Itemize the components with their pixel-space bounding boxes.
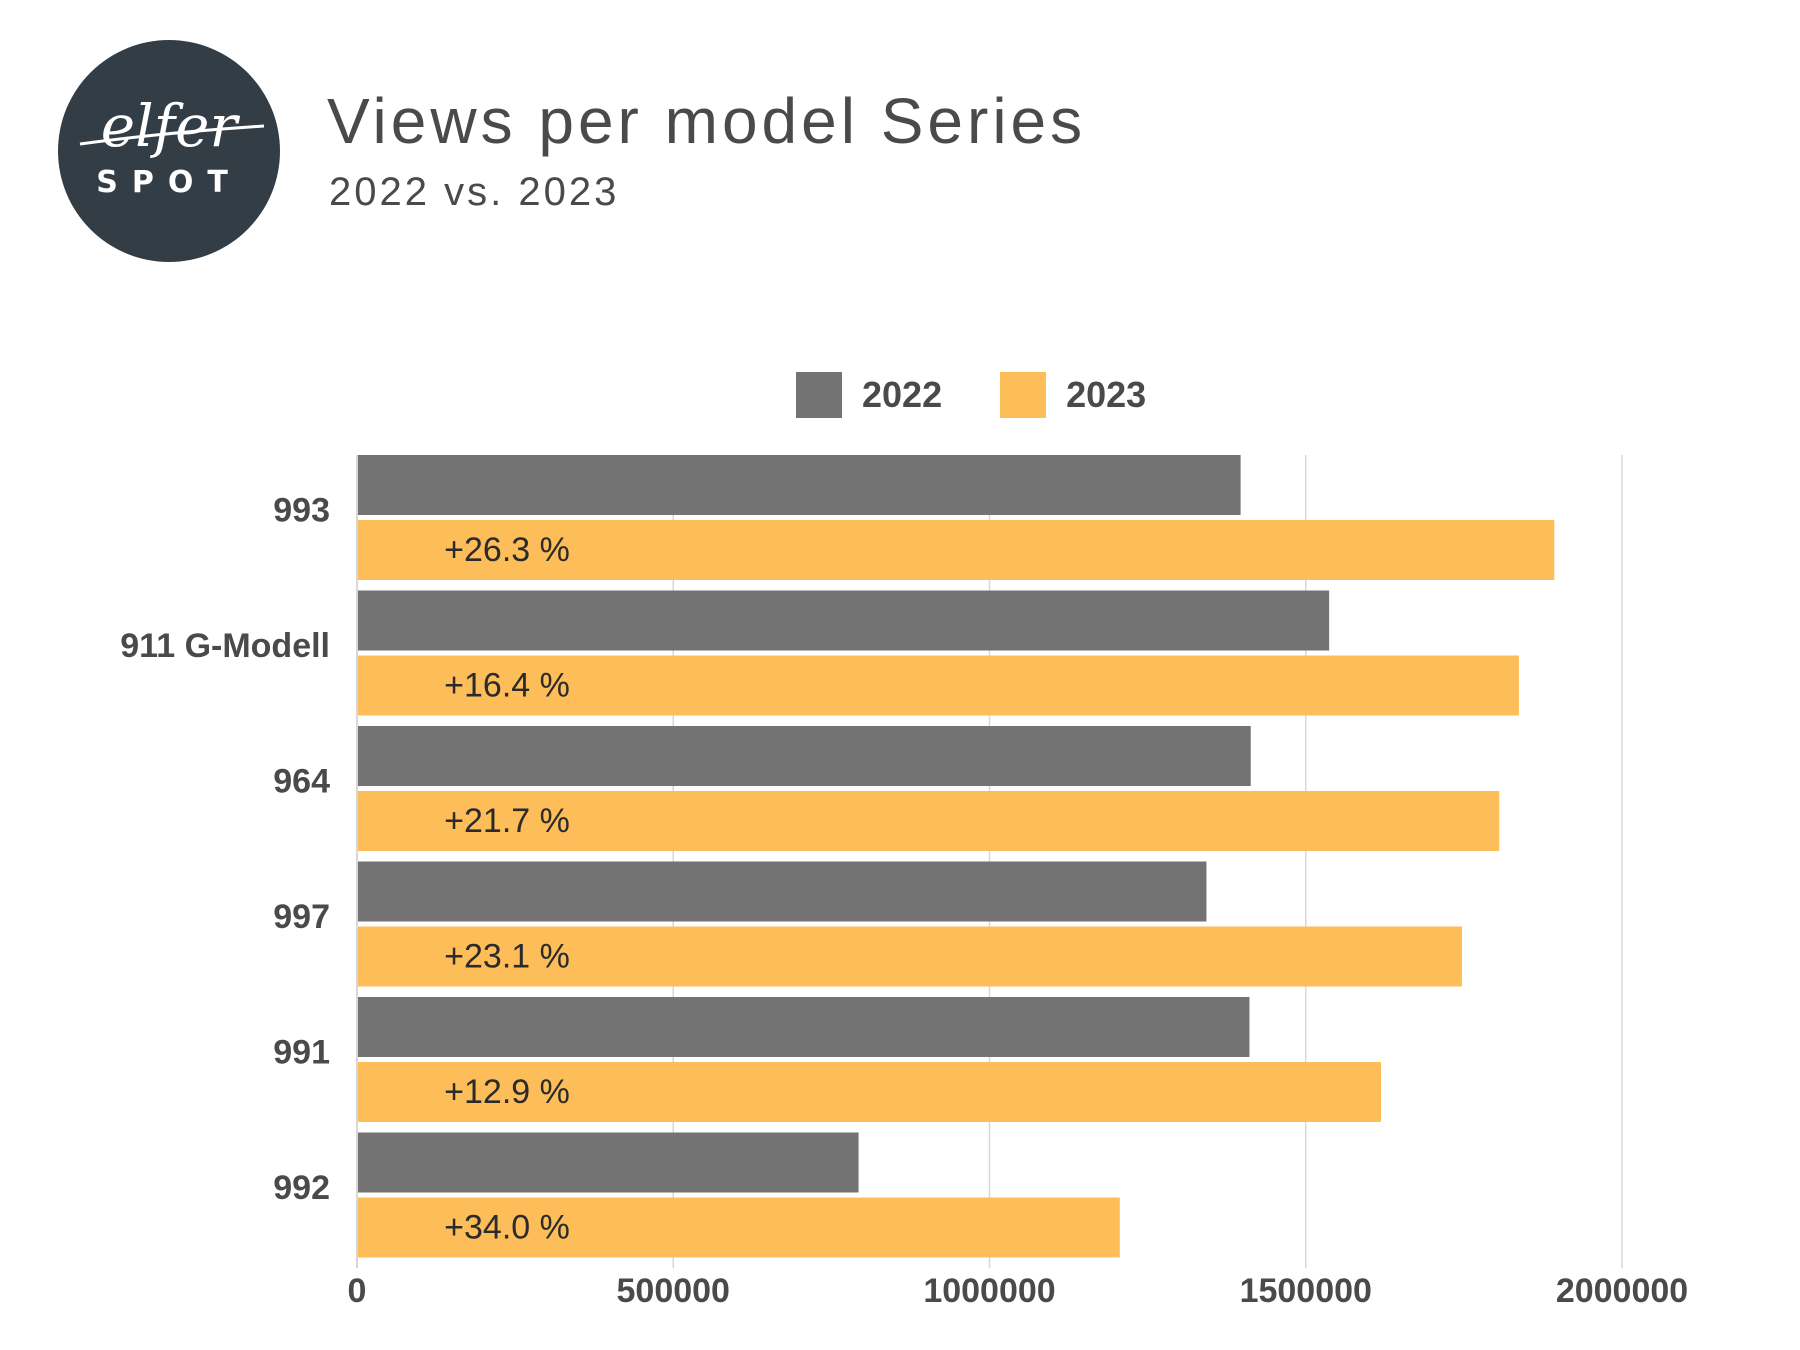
category-label-3: 997: [273, 898, 330, 936]
data-label-3: +23.1 %: [444, 937, 570, 975]
bar-2022-4: [357, 997, 1250, 1057]
bar-2023-5: [357, 1197, 1120, 1258]
legend-swatch-2022: [796, 372, 842, 418]
legend-label-2023: 2023: [1066, 374, 1147, 415]
x-tick-label-2: 1000000: [923, 1272, 1055, 1310]
chart-subtitle: 2022 vs. 2023: [329, 170, 620, 214]
legend-label-2022: 2022: [862, 374, 943, 415]
bar-2023-2: [357, 791, 1500, 851]
data-label-2: +21.7 %: [444, 802, 570, 840]
bar-2023-4: [357, 1062, 1382, 1122]
logo-spot-text: SPOT: [96, 165, 242, 200]
logo-script-text: elfer: [101, 92, 241, 160]
x-tick-label-3: 1500000: [1240, 1272, 1372, 1310]
x-tick-label-4: 2000000: [1556, 1272, 1688, 1310]
bar-2022-2: [357, 726, 1251, 786]
category-label-0: 993: [273, 492, 330, 530]
data-label-1: +16.4 %: [444, 666, 570, 704]
bar-2022-0: [357, 455, 1241, 515]
category-label-2: 964: [273, 763, 330, 801]
category-label-1: 911 G-Modell: [120, 627, 330, 665]
legend-swatch-2023: [1000, 372, 1047, 418]
legend-item-2022: 2022: [796, 372, 942, 418]
data-label-0: +26.3 %: [444, 531, 570, 569]
elferspot-logo: elfer SPOT: [58, 40, 280, 262]
x-tick-label-1: 500000: [617, 1272, 730, 1310]
data-label-5: +34.0 %: [444, 1208, 570, 1246]
x-tick-label-0: 0: [348, 1272, 367, 1310]
bar-2022-5: [357, 1132, 859, 1193]
legend-item-2023: 2023: [1000, 372, 1146, 418]
category-label-5: 992: [273, 1169, 330, 1207]
data-label-4: +12.9 %: [444, 1073, 570, 1111]
bar-2023-3: [357, 926, 1462, 987]
chart-title: Views per model Series: [327, 85, 1087, 157]
bar-2022-1: [357, 590, 1330, 651]
chart-legend: 2022 2023: [796, 372, 1204, 418]
category-label-4: 991: [273, 1034, 330, 1072]
bar-2023-1: [357, 655, 1519, 716]
bar-2022-3: [357, 861, 1207, 922]
bar-2023-0: [357, 520, 1555, 580]
